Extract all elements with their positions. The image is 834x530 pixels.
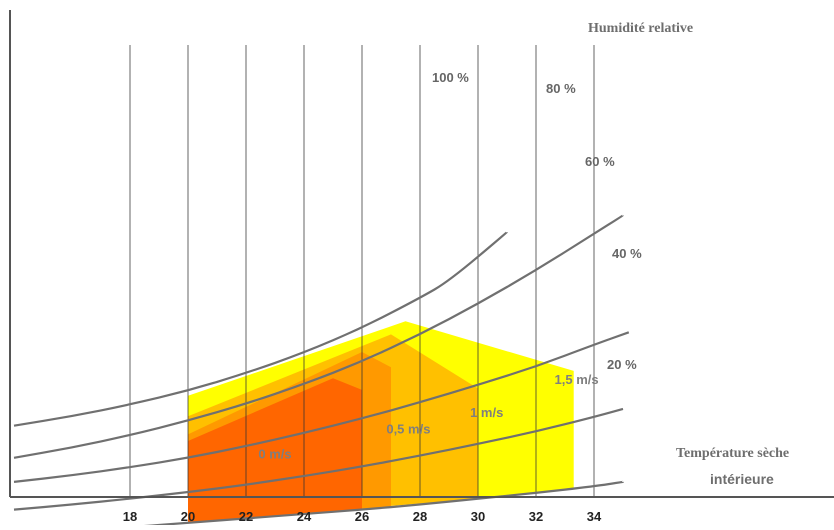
y-axis-title: Humidité relative xyxy=(588,21,693,36)
rh-curve-80 xyxy=(13,214,624,459)
x-tick-labels: 18 20 22 24 26 28 30 32 34 xyxy=(123,509,602,524)
rh-label-40: 40 % xyxy=(612,246,642,261)
rh-label-60: 60 % xyxy=(585,154,615,169)
rh-curve-40 xyxy=(13,407,624,511)
rh-curve-100 xyxy=(13,231,509,427)
x-tick-label-32: 32 xyxy=(529,509,543,524)
rh-label-80: 80 % xyxy=(546,81,576,96)
zone-label-1: 1 m/s xyxy=(470,405,503,420)
axis-titles: Humidité relative Température sèche inté… xyxy=(588,21,789,487)
axes xyxy=(9,10,834,498)
x-tick-label-22: 22 xyxy=(239,509,253,524)
x-tick-label-34: 34 xyxy=(587,509,602,524)
x-axis-title-line1: Température sèche xyxy=(676,446,789,461)
rh-labels: 100 % 80 % 60 % 40 % 20 % xyxy=(432,70,642,372)
rh-label-20: 20 % xyxy=(607,357,637,372)
x-tick-label-26: 26 xyxy=(355,509,369,524)
x-axis-title-line2: intérieure xyxy=(710,471,774,487)
rh-label-100: 100 % xyxy=(432,70,469,85)
x-tick-label-28: 28 xyxy=(413,509,427,524)
x-tick-label-18: 18 xyxy=(123,509,137,524)
zone-labels: 1,5 m/s 1 m/s 0,5 m/s 0 m/s xyxy=(258,372,598,461)
rh-curve-60 xyxy=(13,331,630,483)
zone-label-0-5: 0,5 m/s xyxy=(386,422,430,437)
zone-label-1-5: 1,5 m/s xyxy=(555,372,599,387)
x-tick-label-24: 24 xyxy=(297,509,312,524)
x-tick-label-30: 30 xyxy=(471,509,485,524)
zone-label-0: 0 m/s xyxy=(258,447,291,462)
x-tick-label-20: 20 xyxy=(181,509,195,524)
